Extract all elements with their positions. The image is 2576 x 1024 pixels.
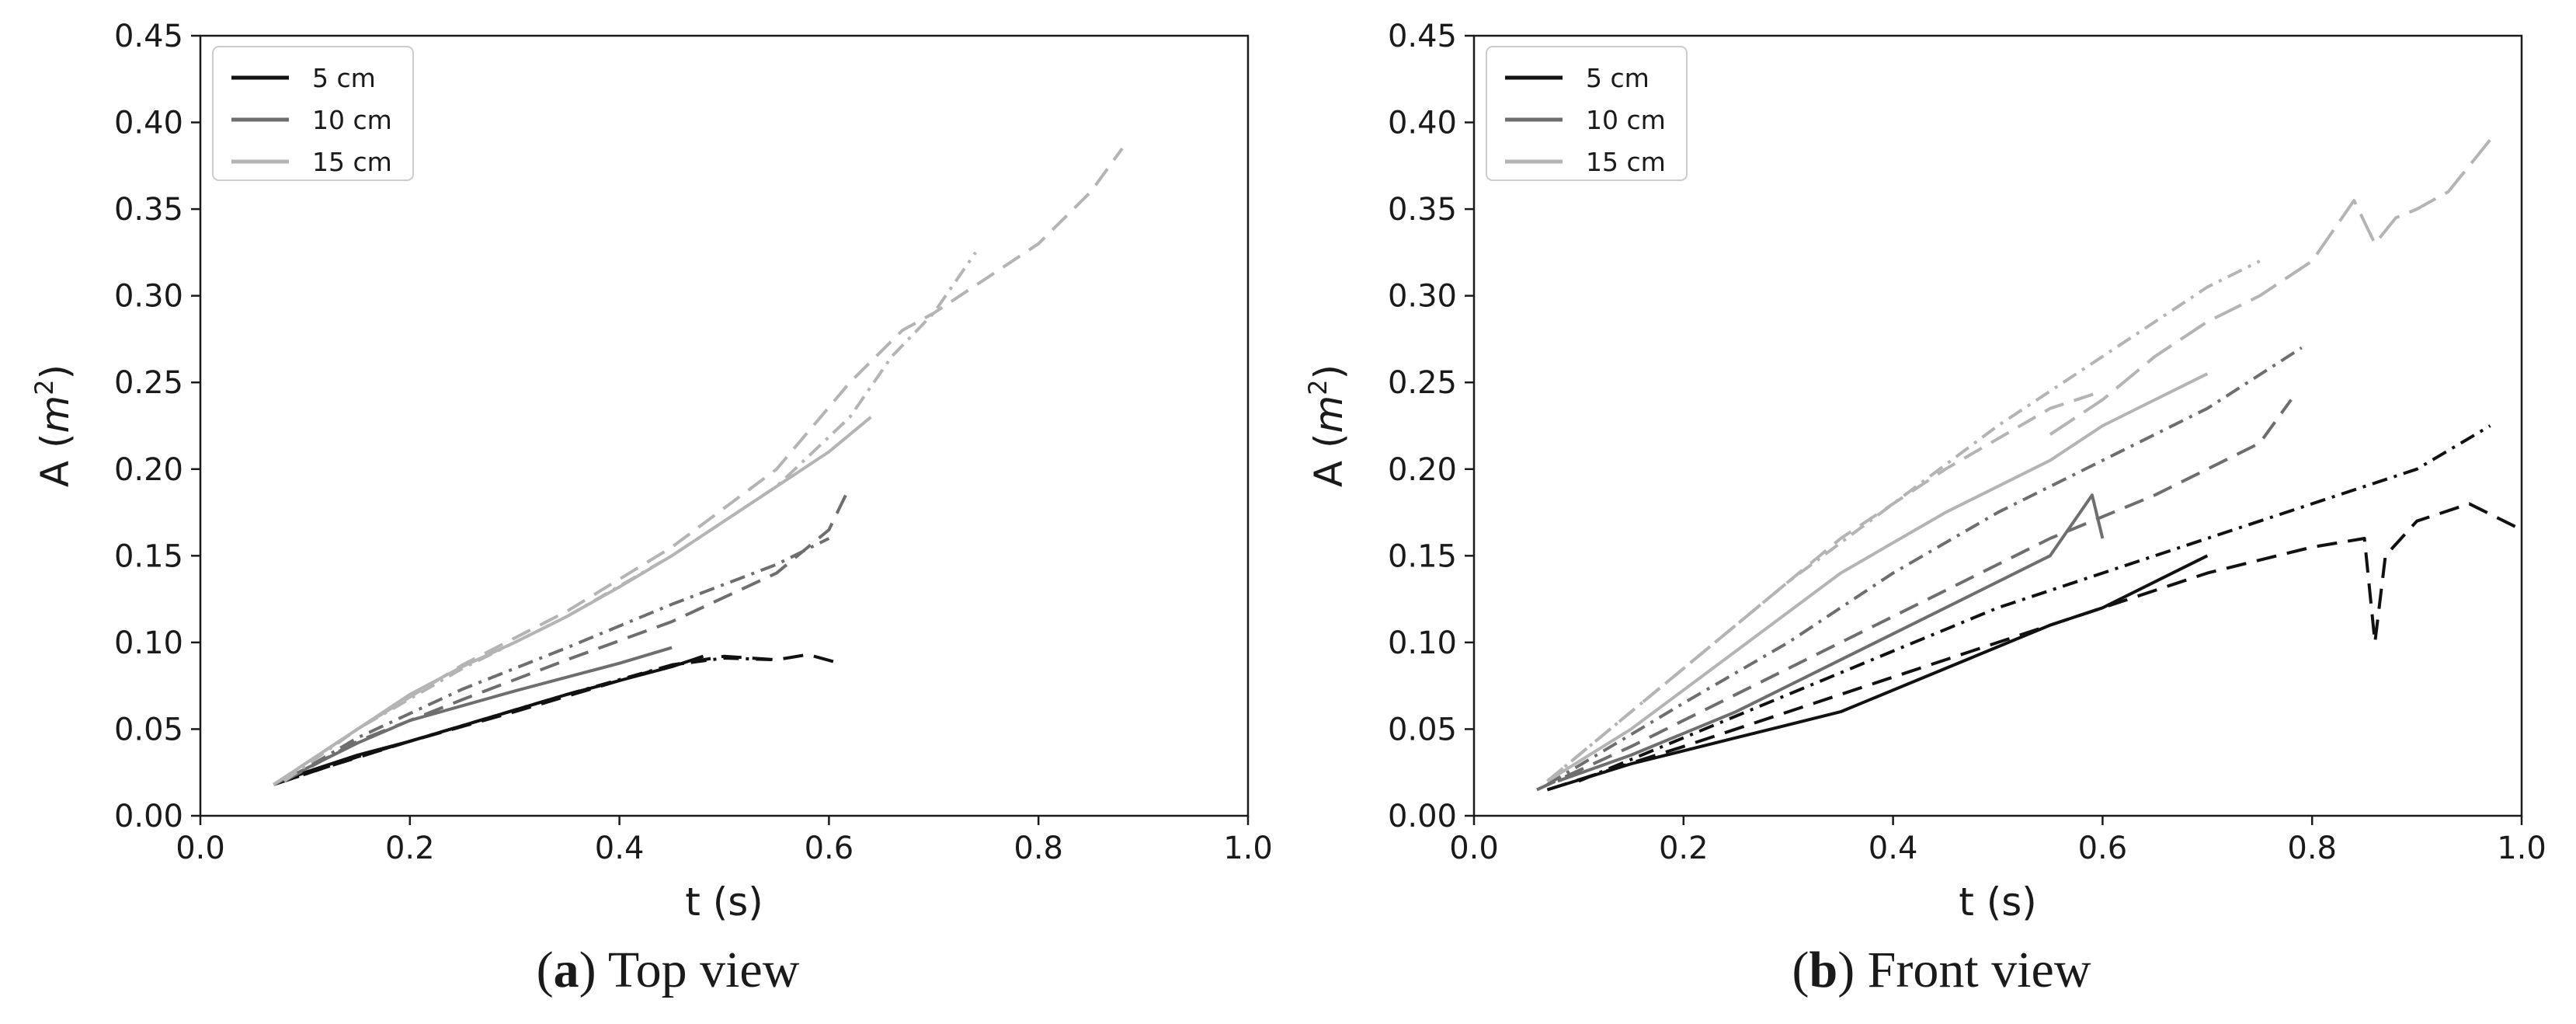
chart-a-ylabel: A (m2) [30, 364, 78, 487]
chart-b-xlabel: t (s) [1959, 879, 2037, 925]
chart-b-series-15cm-longdash-9 [2049, 138, 2492, 436]
chart-b-ylabel: A (m2) [1303, 364, 1351, 487]
chart-b-ytick-label-7: 0.35 [1388, 192, 1457, 228]
chart-a-ytick-label-0: 0.00 [114, 799, 183, 834]
chart-a-series-10cm-dashed-4 [283, 486, 852, 783]
chart-a-xtick-label-3: 0.6 [805, 831, 854, 866]
chart-b-legend-label-0: 5 cm [1586, 63, 1650, 93]
chart-b-series-15cm-dashdot-8 [1546, 259, 2261, 782]
chart-a-legend-label-1: 10 cm [312, 105, 392, 135]
chart-b-ytick-label-2: 0.10 [1388, 625, 1457, 661]
chart-a-series-15cm-dashdot-8 [283, 251, 977, 783]
chart-a-ytick-label-5: 0.25 [114, 365, 183, 401]
chart-a-ytick-label-7: 0.35 [114, 192, 183, 228]
chart-b-series-10cm-dashdot-5 [1546, 346, 2303, 786]
chart-b-ytick-label-6: 0.30 [1388, 279, 1457, 315]
chart-a-ytick-label-3: 0.15 [114, 538, 183, 574]
chart-b-ytick-label-3: 0.15 [1388, 538, 1457, 574]
chart-b-xtick-label-2: 0.4 [1869, 831, 1918, 866]
chart-a-series-5cm-dashed-1 [273, 653, 840, 786]
chart-b-ytick-label-1: 0.05 [1388, 712, 1457, 747]
chart-a-ytick-label-8: 0.40 [114, 106, 183, 141]
chart-b-series-5cm-solid-0 [1546, 554, 2209, 792]
chart-b-ytick-label-9: 0.45 [1388, 19, 1457, 54]
chart-a-ytick-label-9: 0.45 [114, 19, 183, 54]
chart-b-xtick-label-5: 1.0 [2497, 831, 2546, 866]
chart-a-caption: (a) Top view [537, 942, 800, 998]
chart-b-ytick-label-4: 0.20 [1388, 452, 1457, 488]
chart-a-xtick-label-4: 0.8 [1013, 831, 1063, 866]
chart-b-axes-frame [1472, 34, 2523, 817]
chart-a-xtick-label-0: 0.0 [176, 831, 225, 866]
chart-b-series-5cm-dashdot-2 [1578, 424, 2491, 783]
chart-b-xtick-label-0: 0.0 [1449, 831, 1499, 866]
chart-b-ytick-label-5: 0.25 [1388, 365, 1457, 401]
chart-b-series-15cm-solid-6 [1546, 372, 2209, 783]
chart-a-ytick-label-2: 0.10 [114, 625, 183, 661]
chart-a-ytick-label-1: 0.05 [114, 712, 183, 747]
chart-b-xtick-label-1: 0.2 [1659, 831, 1709, 866]
chart-a: 0.0 0.2 0.4 0.6 0.8 1.0 0.00 0.05 0.10 0.15 0.20 0.… [30, 19, 1273, 998]
chart-b-xtick-label-4: 0.8 [2287, 831, 2337, 866]
chart-a-xtick-label-2: 0.4 [595, 831, 645, 866]
chart-a-legend-box [212, 46, 414, 181]
chart-a-series-5cm-dashdot-2 [283, 657, 777, 783]
chart-a-xtick-label-5: 1.0 [1223, 831, 1273, 866]
chart-b-xtick-label-3: 0.6 [2078, 831, 2128, 866]
chart-b-legend-label-1: 10 cm [1586, 105, 1666, 135]
chart-b-series-10cm-dashed-4 [1536, 399, 2293, 792]
chart-b-series-5cm-dashed-1 [1546, 502, 2522, 792]
chart-a-xtick-label-1: 0.2 [385, 831, 435, 866]
chart-b-caption: (b) Front view [1792, 942, 2091, 998]
chart-a-axes-frame [199, 34, 1250, 817]
chart-b-series-10cm-solid-3 [1557, 493, 2105, 783]
chart-b-legend-label-2: 15 cm [1586, 147, 1666, 177]
chart-b-ytick-label-8: 0.40 [1388, 106, 1457, 141]
chart-a-xlabel: t (s) [685, 879, 763, 925]
chart-a-ytick-label-6: 0.30 [114, 279, 183, 315]
chart-b-legend-box [1486, 46, 1688, 181]
chart-a-series-15cm-solid-6 [273, 416, 872, 786]
chart-a-legend-label-2: 15 cm [312, 147, 392, 177]
chart-b: 0.0 0.2 0.4 0.6 0.8 1.0 0.00 0.05 0.10 0.15 0.20 0.… [1303, 19, 2546, 998]
chart-b-ytick-label-0: 0.00 [1388, 799, 1457, 834]
chart-a-ytick-label-4: 0.20 [114, 452, 183, 488]
chart-a-legend-label-0: 5 cm [312, 63, 376, 93]
chart-a-series-15cm-dashed-7 [273, 147, 1124, 786]
